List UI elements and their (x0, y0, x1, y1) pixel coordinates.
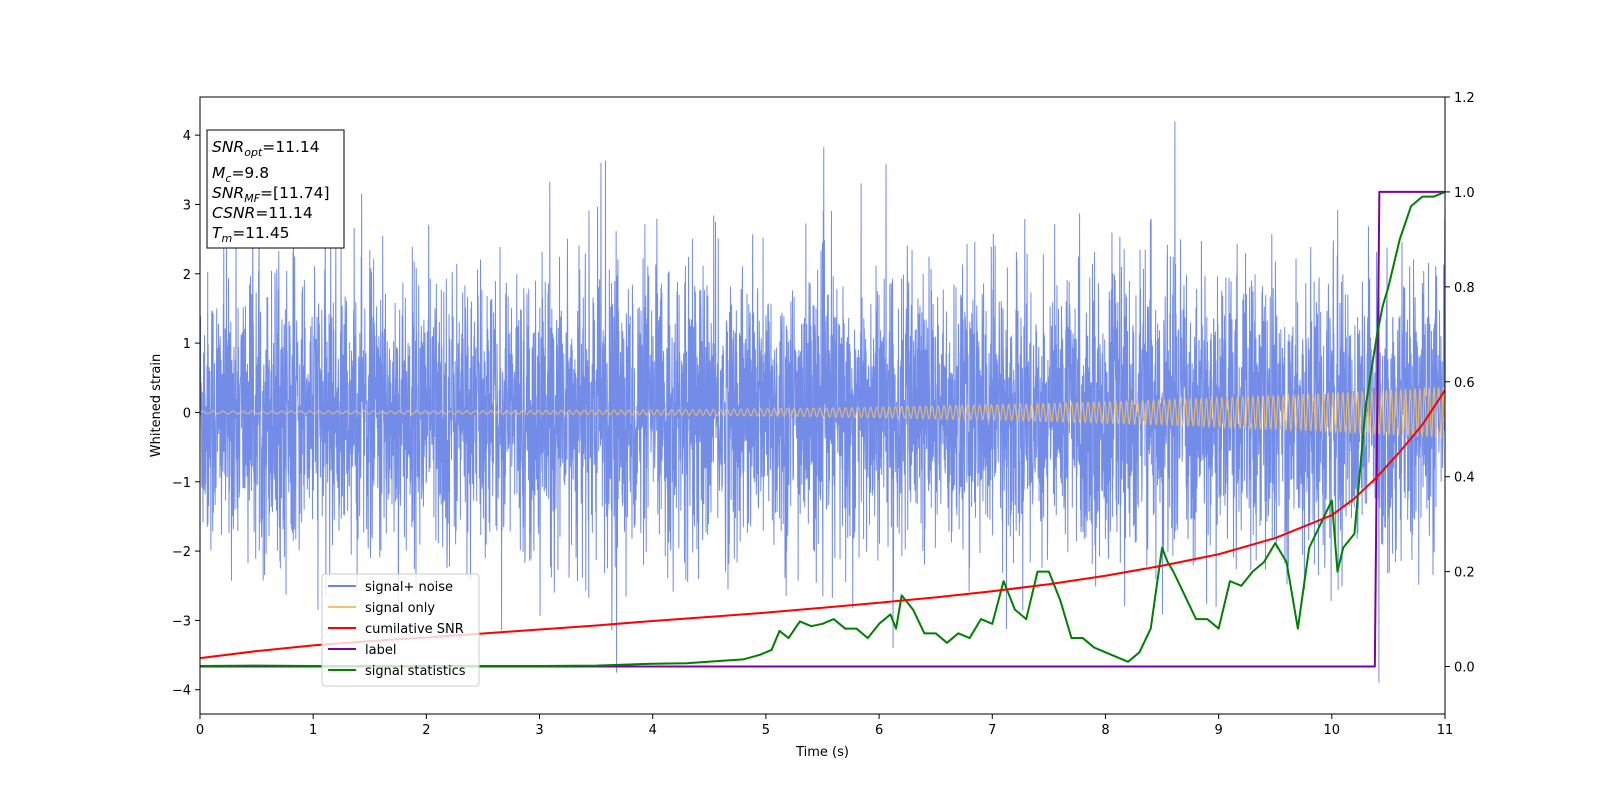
info-line: SNRopt=11.14 (212, 138, 320, 159)
x-tick-label: 8 (1101, 723, 1109, 738)
info-value: =11.45 (232, 224, 289, 242)
info-box: SNRopt=11.14Mc=9.8SNRMF=[11.74]CSNR=11.1… (206, 129, 345, 249)
x-tick-label: 6 (875, 723, 883, 738)
series-line-signal-statistics (200, 190, 1445, 668)
x-tick-label: 2 (422, 723, 430, 738)
info-line: Tm=11.45 (212, 224, 290, 245)
info-value: =9.8 (231, 164, 269, 182)
y-tick-label: −1 (172, 476, 191, 491)
info-var: CSNR (212, 204, 255, 222)
info-line: CSNR=11.14 (212, 204, 313, 222)
info-var: SNR (212, 184, 244, 202)
x-axis-label: Time (s) (795, 745, 849, 760)
info-box-frame (206, 129, 345, 249)
x-tick-label: 1 (309, 723, 317, 738)
y-axis-label: Whitened strain (149, 354, 164, 457)
y-tick-label: −2 (172, 545, 191, 560)
y-tick-label: 3 (183, 198, 191, 213)
y-right-tick-label: 0.8 (1454, 281, 1475, 296)
x-tick-label: 11 (1437, 723, 1454, 738)
x-tick-label: 5 (762, 723, 770, 738)
info-value: =[11.74] (260, 184, 329, 202)
legend-entry: signal statistics (365, 664, 466, 679)
x-tick-label: 7 (988, 723, 996, 738)
y-right-tick-label: 0.2 (1454, 566, 1475, 581)
info-var: M (212, 164, 225, 182)
y-tick-label: 2 (183, 268, 191, 283)
series-line-signal-only (200, 386, 1445, 438)
axes-frame (199, 96, 1446, 715)
x-tick-label: 4 (649, 723, 657, 738)
info-sub: m (221, 232, 232, 245)
x-tick-label: 3 (535, 723, 543, 738)
series-line-signal-noise (200, 121, 1445, 683)
info-sub: opt (244, 146, 263, 159)
y-right-tick-label: 1.0 (1454, 186, 1475, 201)
series-layer (200, 121, 1445, 683)
y-tick-label: 0 (183, 406, 191, 421)
y-tick-label: 4 (183, 129, 191, 144)
x-tick-label: 9 (1214, 723, 1222, 738)
y-right-tick-label: 1.2 (1454, 91, 1475, 106)
x-tick-label: 10 (1324, 723, 1341, 738)
legend-entry: label (365, 643, 396, 658)
info-sub: c (225, 172, 231, 185)
plot-area (200, 121, 1445, 683)
y-tick-label: −4 (172, 684, 191, 699)
axes: 0 1 2 3 4 5 6 7 8 9 10 11 −4 −3 −2 −1 0 1 2 3 4 0.0 0.2 0.4 0.6 0… (172, 91, 1475, 738)
x-tick-label: 0 (196, 723, 204, 738)
y-right-tick-label: 0.0 (1454, 661, 1475, 676)
legend-entry: cumilative SNR (365, 622, 464, 637)
legend-entry: signal+ noise (365, 580, 453, 595)
y-right-tick-label: 0.6 (1454, 376, 1475, 391)
legend-frame (321, 573, 480, 687)
info-var: T (212, 224, 223, 242)
y-tick-label: 1 (183, 337, 191, 352)
info-value: =11.14 (255, 204, 312, 222)
legend-entry: signal only (365, 601, 435, 616)
info-value: =11.14 (262, 138, 319, 156)
info-sub: MF (244, 192, 260, 205)
series-line-label (200, 190, 1445, 668)
info-var: SNR (212, 138, 244, 156)
y-right-tick-label: 0.4 (1454, 471, 1475, 486)
info-line: SNRMF=[11.74] (212, 184, 330, 205)
legend: signal+ noise signal only cumilative SNR la… (321, 573, 480, 687)
info-line: Mc=9.8 (212, 164, 269, 185)
y-tick-label: −3 (172, 614, 191, 629)
